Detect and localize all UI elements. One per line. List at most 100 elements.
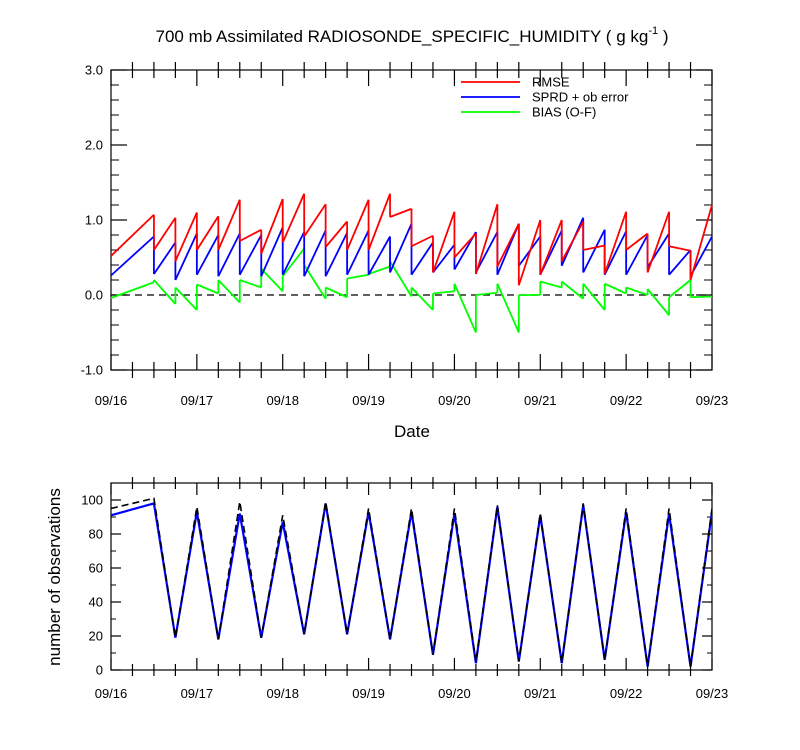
rmse-line-segment — [239, 228, 262, 242]
y-tick-label: 40 — [89, 595, 103, 610]
sprd-line-segment — [410, 242, 434, 276]
x-tick-label: 09/20 — [438, 393, 471, 408]
rmse-line-segment — [603, 211, 627, 275]
rmse-line-segment — [689, 204, 713, 281]
bias-line-segment — [582, 283, 606, 311]
x-tick-label: 09/17 — [181, 393, 214, 408]
bias-line-segment — [282, 247, 305, 277]
rmse-line-segment — [217, 199, 241, 251]
sprd-line-segment — [625, 234, 649, 276]
bias-line-segment — [561, 280, 584, 300]
y-tick-label: 0.0 — [85, 288, 103, 303]
bias-line-segment — [496, 283, 520, 333]
x-tick-label: 09/23 — [696, 393, 729, 408]
y-tick-label: 0 — [96, 663, 103, 678]
chart-title: 700 mb Assimilated RADIOSONDE_SPECIFIC_H… — [156, 25, 669, 46]
sprd-line-segment — [303, 230, 327, 277]
rmse-line-segment — [324, 220, 348, 248]
top-chart: 09/16 09/17 09/18 09/19 09/20 09/21 09/22 09/23… — [81, 62, 729, 441]
rmse-line-segment — [367, 193, 391, 251]
y-tick-label: 2.0 — [85, 138, 103, 153]
sprd-line-segment — [582, 229, 606, 273]
y-tick-label: -1.0 — [81, 363, 103, 378]
sprd-line-segment — [153, 241, 177, 275]
rmse-line-segment — [453, 232, 477, 259]
bias-line-segment — [110, 281, 155, 299]
bias-line-segment — [410, 286, 434, 311]
y-axis-title: number of observations — [45, 488, 64, 666]
title-suffix: ) — [658, 27, 668, 46]
bias-line-segment — [260, 268, 284, 292]
rmse-line-segment — [196, 215, 220, 251]
x-tick-label: 09/18 — [266, 686, 299, 701]
x-tick-label: 09/19 — [352, 393, 385, 408]
rmse-line-segment — [432, 211, 456, 273]
x-tick-label: 09/16 — [95, 686, 128, 701]
rmse-line-segment — [496, 223, 520, 267]
x-tick-label: 09/17 — [181, 686, 214, 701]
x-tick-label: 09/22 — [610, 686, 643, 701]
rmse-line-segment — [560, 221, 585, 262]
sprd-line-segment — [281, 231, 305, 276]
bias-line-segment — [668, 279, 692, 298]
x-tick-label: 09/18 — [266, 393, 299, 408]
sprd-line-segment — [217, 233, 241, 277]
legend-label: RMSE — [532, 75, 570, 90]
sprd-line-segment — [432, 244, 456, 274]
y-tick-label: 100 — [81, 493, 103, 508]
rmse-line-segment — [517, 219, 542, 286]
x-tick-label: 09/19 — [352, 686, 385, 701]
rmse-line-segment — [668, 245, 691, 252]
x-tick-label: 09/20 — [438, 686, 471, 701]
bias-line-segment — [604, 282, 627, 295]
rmse-line-segment — [411, 234, 434, 248]
x-tick-label: 09/21 — [524, 686, 557, 701]
bias-line-segment — [325, 286, 348, 299]
x-tick-label: 09/22 — [610, 393, 643, 408]
x-tick-label: 09/21 — [524, 393, 557, 408]
sprd-line-segment — [174, 233, 198, 281]
bias-line-segment — [690, 295, 713, 299]
bias-line-segment — [346, 273, 369, 280]
rmse-line-segment — [475, 203, 499, 275]
sprd-line-segment — [324, 232, 348, 277]
bias-line-segment — [153, 279, 177, 305]
bias-line-segment — [368, 265, 391, 275]
rmse-line-segment — [260, 198, 284, 255]
bias-line-segment — [239, 279, 262, 289]
rmse-line-segment — [110, 214, 155, 257]
bias-line-segment — [174, 286, 198, 311]
sprd-line-segment — [238, 234, 263, 276]
x-axis-title: Date — [394, 422, 430, 441]
rmse-line-segment — [646, 211, 670, 273]
sprd-line-segment — [110, 235, 155, 277]
rmse-line-segment — [281, 193, 306, 243]
bias-line-segment — [625, 286, 648, 296]
y-tick-label: 60 — [89, 561, 103, 576]
sprd-line-segment — [260, 227, 284, 277]
rmse-line-segment — [389, 207, 412, 218]
bias-line-segment — [540, 280, 562, 289]
sprd-line-segment — [367, 236, 391, 276]
legend-label: SPRD + ob error — [532, 90, 629, 105]
y-tick-label: 3.0 — [85, 63, 103, 78]
sprd-line-segment — [603, 230, 627, 276]
bias-line-segment — [196, 283, 219, 295]
sprd-line-segment — [668, 249, 692, 276]
title-superscript: -1 — [648, 25, 658, 37]
x-tick-label: 09/16 — [95, 393, 128, 408]
bias-line-segment — [432, 290, 455, 295]
rmse-line-segment — [303, 203, 327, 237]
bias-line-segment — [389, 260, 413, 297]
rmse-line-segment — [346, 199, 370, 251]
bias-line-segment — [646, 288, 670, 316]
bias-line-segment — [475, 291, 498, 296]
sprd-line-segment — [389, 223, 413, 273]
y-tick-label: 20 — [89, 629, 103, 644]
rmse-line-segment — [583, 244, 605, 251]
rmse-line-segment — [174, 212, 198, 262]
rmse-line-segment — [539, 219, 563, 276]
sprd-line-segment — [475, 231, 499, 273]
y-tick-label: 1.0 — [85, 213, 103, 228]
